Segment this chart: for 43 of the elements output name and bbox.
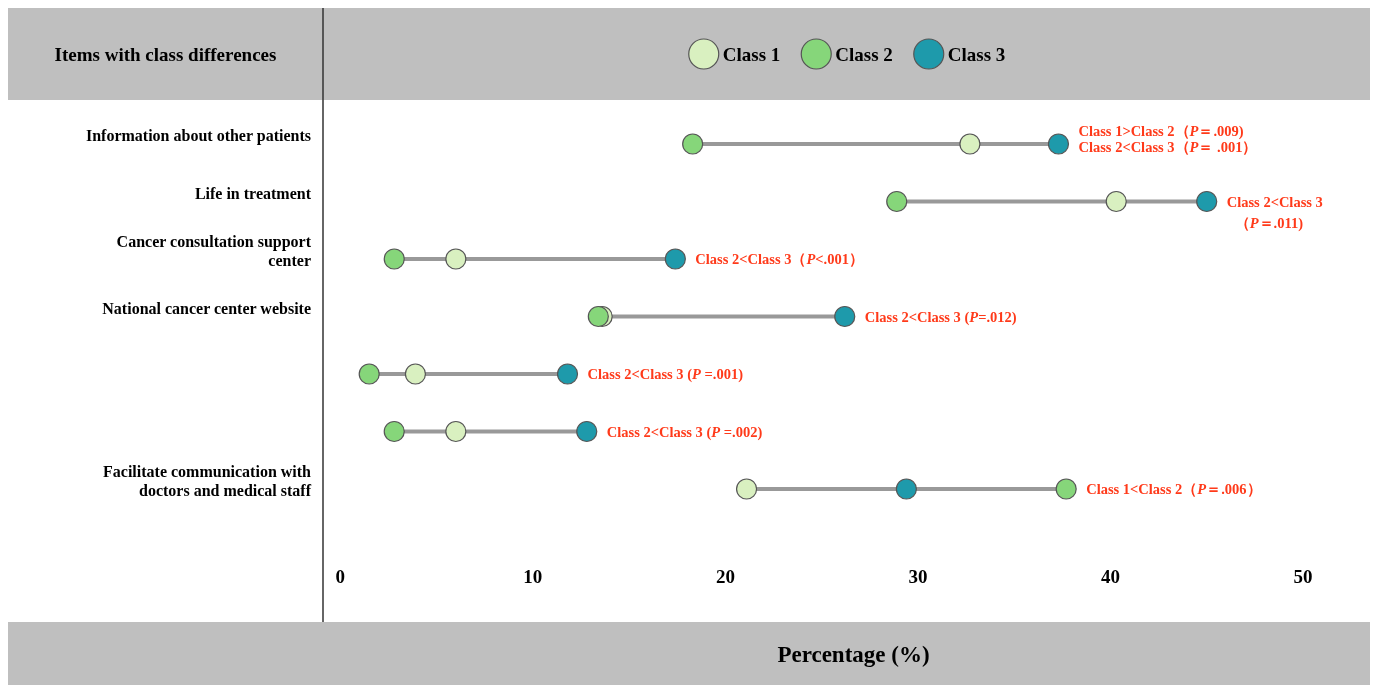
point	[834, 305, 856, 328]
point	[895, 478, 917, 500]
annotation: Class 2<Class 3 (P =.002)	[606, 423, 763, 441]
annotation: Class 2<Class 3（P＝.011)	[1226, 193, 1323, 232]
annotation: Class 2<Class 3 (P =.001)	[587, 366, 744, 383]
x-tick-label: 40	[1100, 566, 1120, 587]
y-tick-label: Information about other patients	[85, 127, 311, 145]
point	[735, 478, 758, 500]
point	[383, 248, 405, 270]
annotation: Class 2<Class 3（P＝ .001）	[1078, 139, 1258, 155]
y-tick-label: Facilitate communication with doctors and medical staff	[103, 463, 312, 499]
y-axis-title: Items with class differences	[54, 44, 277, 65]
point	[404, 363, 427, 385]
annotation: Class 2<Class 3 (P=.012)	[864, 308, 1017, 326]
point	[1047, 133, 1070, 155]
annotation: Class 1>Class 2（P＝.009)	[1078, 123, 1244, 140]
point	[445, 420, 467, 443]
point	[886, 190, 908, 213]
x-axis-title: Percentage (%)	[777, 641, 930, 667]
y-tick-label: Cancer consultation support center	[116, 233, 312, 269]
point	[682, 133, 704, 155]
legend-label: Class 3	[947, 44, 1006, 65]
x-tick-label: 20	[715, 566, 735, 587]
x-tick-label: 50	[1293, 566, 1313, 587]
legend-label: Class 2	[835, 44, 893, 65]
point	[1196, 190, 1218, 213]
y-tick-label: Life in treatment	[194, 184, 312, 202]
point	[664, 248, 686, 270]
point	[358, 363, 380, 385]
x-tick-label: 0	[335, 566, 346, 587]
y-tick-label: National cancer center website	[102, 299, 311, 317]
x-tick-label: 30	[908, 566, 928, 587]
annotation: Class 1<Class 2（P＝.006）	[1086, 481, 1262, 497]
point	[959, 133, 981, 155]
point	[1105, 190, 1127, 213]
point	[576, 420, 598, 443]
point	[383, 420, 405, 443]
point	[445, 248, 467, 270]
point	[1055, 478, 1077, 500]
annotation: Class 2<Class 3（P<.001）	[695, 251, 864, 267]
point	[556, 363, 579, 385]
legend-label: Class 1	[722, 44, 781, 65]
x-tick-label: 10	[523, 566, 543, 587]
